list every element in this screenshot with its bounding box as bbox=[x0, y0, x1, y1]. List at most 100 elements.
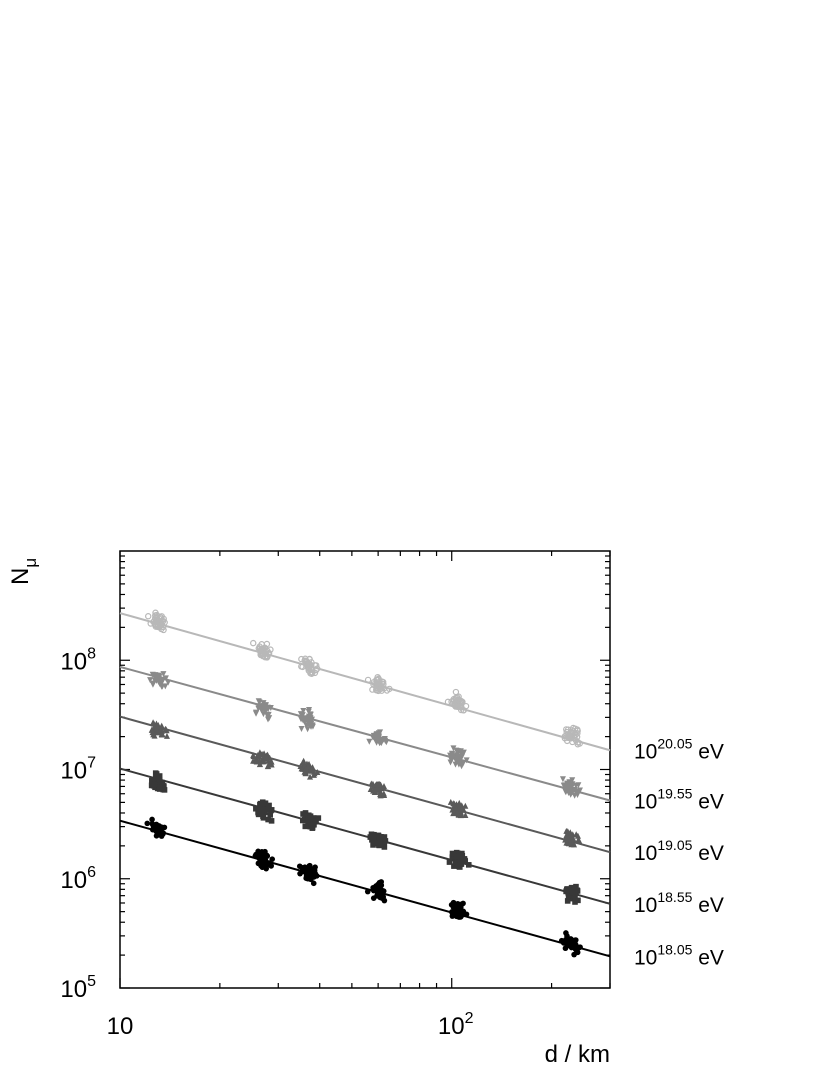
data-point-triangle-up bbox=[158, 731, 165, 738]
data-point-triangle-up bbox=[250, 752, 257, 759]
data-point-triangle-down bbox=[165, 679, 172, 686]
data-point-triangle-up bbox=[299, 759, 306, 766]
data-point-open-circle bbox=[364, 676, 372, 684]
data-point-square bbox=[159, 779, 166, 786]
data-point-triangle-down bbox=[566, 787, 573, 794]
y-tick-label: 105 bbox=[60, 973, 96, 1003]
fit-line bbox=[119, 767, 611, 905]
data-point-square bbox=[381, 844, 388, 850]
data-point-triangle-down bbox=[299, 712, 306, 719]
data-point-circle bbox=[381, 897, 388, 904]
data-point-triangle-down bbox=[305, 708, 312, 715]
data-point-triangle-up bbox=[462, 802, 469, 809]
data-point-open-circle bbox=[302, 655, 309, 662]
data-point-triangle-up bbox=[568, 834, 575, 841]
data-point-triangle-up bbox=[573, 831, 580, 838]
data-point-circle bbox=[259, 848, 265, 855]
data-point-open-circle bbox=[462, 702, 470, 710]
data-point-triangle-up bbox=[380, 783, 387, 790]
data-point-open-circle bbox=[370, 681, 377, 688]
data-point-triangle-up bbox=[302, 769, 309, 776]
data-point-circle bbox=[374, 889, 381, 895]
data-point-triangle-down bbox=[458, 750, 465, 757]
data-point-triangle-up bbox=[373, 786, 380, 793]
data-point-square bbox=[455, 850, 461, 857]
data-point-open-circle bbox=[314, 665, 321, 672]
data-point-triangle-up bbox=[563, 831, 570, 838]
x-tick-label: 10 bbox=[107, 1013, 134, 1040]
data-point-square bbox=[305, 817, 311, 823]
data-point-circle bbox=[571, 951, 577, 958]
data-point-square bbox=[465, 862, 472, 868]
data-point-triangle-up bbox=[456, 799, 463, 806]
data-point-square bbox=[564, 898, 571, 904]
data-point-open-circle bbox=[376, 682, 384, 689]
data-point-square bbox=[267, 812, 274, 818]
data-point-open-circle bbox=[573, 733, 581, 741]
data-point-triangle-down bbox=[300, 708, 307, 715]
data-point-triangle-down bbox=[373, 732, 380, 739]
data-point-triangle-up bbox=[567, 839, 574, 846]
data-point-triangle-up bbox=[297, 762, 304, 769]
fit-line bbox=[119, 819, 611, 958]
data-point-triangle-up bbox=[568, 831, 575, 838]
data-point-triangle-down bbox=[459, 760, 466, 767]
data-point-square bbox=[563, 888, 570, 894]
data-point-circle bbox=[379, 891, 386, 897]
data-point-triangle-down bbox=[559, 776, 566, 783]
data-point-square bbox=[381, 834, 388, 840]
data-point-triangle-down bbox=[160, 671, 167, 678]
data-point-circle bbox=[259, 855, 265, 861]
data-point-open-circle bbox=[145, 613, 152, 620]
data-point-circle bbox=[568, 944, 575, 951]
x-tick-label: 102 bbox=[438, 1010, 474, 1040]
data-point-circle bbox=[308, 872, 315, 878]
data-point-square bbox=[573, 883, 579, 890]
data-point-triangle-down bbox=[305, 713, 312, 720]
data-point-square bbox=[268, 807, 275, 813]
data-point-triangle-down bbox=[304, 726, 311, 733]
data-point-square bbox=[265, 816, 271, 823]
data-point-triangle-down bbox=[568, 789, 575, 796]
data-point-square bbox=[567, 887, 573, 894]
data-point-open-circle bbox=[152, 612, 159, 619]
data-point-square bbox=[574, 887, 581, 894]
data-point-triangle-up bbox=[307, 767, 314, 774]
data-point-triangle-up bbox=[373, 781, 380, 788]
data-point-square bbox=[161, 783, 167, 789]
data-point-open-circle bbox=[258, 647, 266, 654]
data-point-triangle-up bbox=[256, 749, 263, 756]
fit-line bbox=[119, 612, 611, 752]
data-point-circle bbox=[463, 911, 470, 918]
data-point-open-circle bbox=[457, 706, 465, 714]
data-point-triangle-up bbox=[458, 805, 465, 812]
data-point-square bbox=[253, 805, 259, 812]
data-point-square bbox=[268, 818, 275, 824]
data-point-square bbox=[156, 777, 163, 783]
data-point-triangle-down bbox=[449, 753, 456, 760]
data-point-triangle-down bbox=[447, 759, 454, 766]
data-point-circle bbox=[156, 823, 162, 829]
data-point-open-circle bbox=[313, 662, 320, 669]
data-point-square bbox=[370, 834, 376, 841]
data-point-square bbox=[255, 811, 262, 818]
data-point-triangle-up bbox=[163, 732, 170, 739]
data-point-triangle-down bbox=[455, 759, 462, 766]
data-point-circle bbox=[264, 862, 271, 868]
data-point-triangle-up bbox=[150, 719, 157, 726]
data-point-circle bbox=[449, 913, 456, 919]
data-point-triangle-up bbox=[447, 798, 454, 805]
data-point-open-circle bbox=[376, 685, 384, 693]
data-point-square bbox=[307, 813, 314, 819]
data-point-triangle-down bbox=[262, 702, 269, 709]
data-point-open-circle bbox=[444, 698, 452, 706]
data-point-square bbox=[156, 786, 163, 792]
data-point-triangle-up bbox=[256, 753, 263, 760]
data-point-open-circle bbox=[306, 656, 313, 663]
y-tick-label: 108 bbox=[60, 645, 96, 675]
energy-label: 1018.05 eV bbox=[634, 941, 724, 969]
data-point-open-circle bbox=[159, 618, 166, 626]
data-point-square bbox=[312, 818, 319, 825]
data-point-circle bbox=[453, 902, 459, 909]
data-point-triangle-down bbox=[307, 722, 314, 729]
